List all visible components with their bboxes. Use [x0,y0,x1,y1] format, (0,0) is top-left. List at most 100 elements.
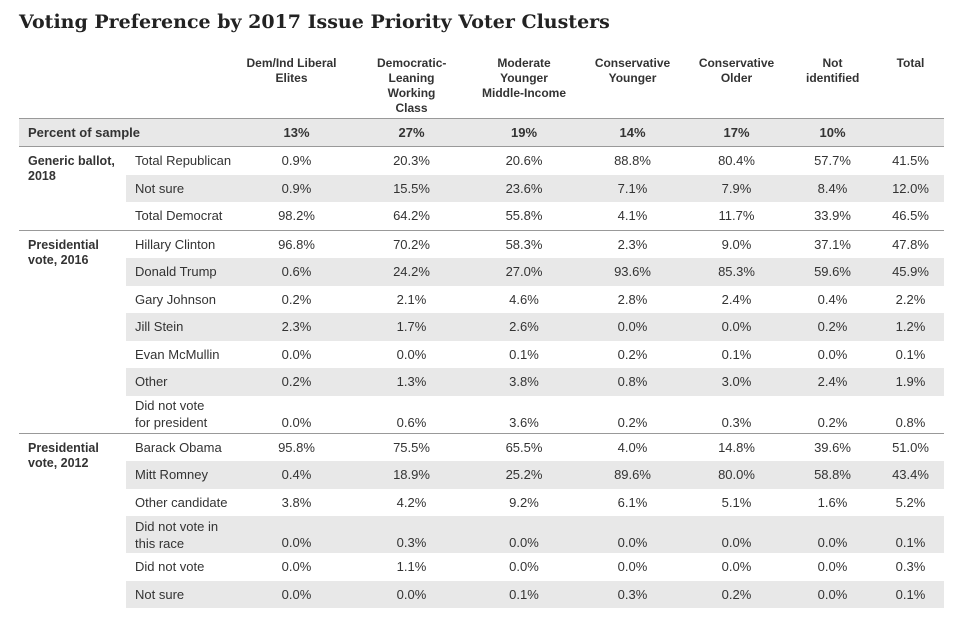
table-cell: 2.6% [468,313,580,341]
row-label: Other candidate [135,494,228,510]
header-row: Dem/Ind Liberal Elites Democratic-Leanin… [19,56,944,119]
table-row: Total Democrat 98.2% 64.2% 55.8% 4.1% 11.7% 33… [19,202,944,230]
table-cell: 10% [788,118,877,147]
column-header: Moderate Younger Middle-Income [482,56,567,100]
table-cell: 0.1% [877,580,944,608]
table-cell: 0.6% [238,258,355,286]
row-label: Evan McMullin [135,346,220,362]
header-blank [19,56,126,119]
table-cell: 19% [468,118,580,147]
table-cell: 3.6% [509,414,539,430]
table-cell: 2.4% [721,291,752,307]
row-label: Hillary Clinton [126,229,238,258]
table-cell: 70.2% [355,229,468,258]
table-cell: 33.9% [814,208,851,224]
table-cell: 37.1% [788,229,877,258]
table-cell: 0.9% [238,146,355,175]
header-blank-2 [126,56,238,119]
row-label: Other [126,368,238,396]
table-cell: 80.0% [685,461,788,489]
table-cell: 0.1% [877,516,944,553]
row-label: Jill Stein [126,313,238,341]
table-cell: 0.1% [895,346,926,362]
table-cell: 7.9% [685,174,788,202]
table-cell: 2.3% [580,229,685,258]
table-cell: 51.0% [877,432,944,461]
table-cell: 0.0% [468,516,580,553]
group-label: Generic ballot, 2018 [19,146,126,230]
table-cell: 0.4% [238,461,355,489]
table-cell: 64.2% [393,208,430,224]
table-cell: 0.0% [817,346,848,362]
table-cell: 0.0% [685,516,788,553]
row-label: Total Democrat [135,208,223,224]
table-cell: 0.8% [580,368,685,396]
table-cell: 23.6% [468,174,580,202]
table-cell: 55.8% [505,208,543,224]
table-cell: 43.4% [877,461,944,489]
table-cell: 57.7% [788,146,877,175]
table-cell: 27.0% [468,258,580,286]
table-cell: 5.2% [895,494,926,510]
table-cell: 0.1% [468,580,580,608]
column-header: Democratic-Leaning Working Class [377,56,447,115]
table-cell: 0.2% [685,580,788,608]
table-row: Presidential vote, 2012 Barack Obama 95.8%… [19,432,944,608]
table-cell: 58.8% [788,461,877,489]
table-cell: 58.3% [468,229,580,258]
table-cell: 0.3% [895,559,926,575]
table-cell: 59.6% [788,258,877,286]
table-cell: 14.8% [685,432,788,461]
table-row: Not sure 0.0% 0.0% 0.1% 0.3% 0.2% 0.0% 0.1% [19,580,944,608]
table-cell: 0.0% [281,346,312,362]
table-cell: 18.9% [355,461,468,489]
column-header: Not identified [806,56,860,85]
table-cell: 2.8% [617,291,648,307]
table-cell: 14% [580,118,685,147]
table-cell: 80.4% [685,146,788,175]
column-header: Conservative Older [698,56,775,85]
table-cell: 20.3% [355,146,468,175]
table-cell: 1.1% [396,559,427,575]
table-cell: 95.8% [238,432,355,461]
table-cell: 0.0% [396,346,427,362]
table-cell: 0.0% [281,559,312,575]
table-cell: 0.0% [685,313,788,341]
table-cell: 5.1% [721,494,752,510]
table-cell: 9.0% [685,229,788,258]
table-cell: 65.5% [468,432,580,461]
table-cell: 0.4% [817,291,848,307]
table-row: Gary Johnson 0.2% 2.1% 4.6% 2.8% 2.4% 0.4% 2.2% [19,286,944,314]
table-cell: 96.8% [238,229,355,258]
table-cell: 3.0% [685,368,788,396]
table-cell: 0.0% [281,414,312,430]
group-label: Presidential vote, 2012 [19,432,126,608]
percent-of-sample-row: Percent of sample 13% 27% 19% 14% 17% 10… [19,118,944,147]
table-cell: 0.3% [580,580,685,608]
chart-title: Voting Preference by 2017 Issue Priority… [19,11,610,33]
table-cell: 1.2% [877,313,944,341]
table-cell: 20.6% [468,146,580,175]
table-cell: 1.7% [355,313,468,341]
table-cell: 0.2% [817,414,848,430]
row-label: Did not vote for president [135,398,208,430]
table-row: Presidential vote, 2016 Hillary Clinton 96… [19,229,944,433]
table-cell: 0.0% [355,580,468,608]
table-cell: 0.2% [617,346,648,362]
table-cell: 85.3% [685,258,788,286]
table-cell: 46.5% [892,208,929,224]
table-cell: 6.1% [617,494,648,510]
table-cell: 7.1% [580,174,685,202]
table-cell: 0.2% [281,291,312,307]
table-cell: 0.0% [817,559,848,575]
table-cell [877,118,944,147]
table-cell: 0.0% [721,559,752,575]
column-header: Dem/Ind Liberal Elites [246,56,337,85]
column-header: Conservative Younger [594,56,671,85]
table-cell: 0.0% [238,516,355,553]
table-cell: 1.9% [877,368,944,396]
table-cell: 0.2% [788,313,877,341]
table-cell: 0.0% [788,516,877,553]
table-cell: 12.0% [877,174,944,202]
table-cell: 0.2% [617,414,648,430]
